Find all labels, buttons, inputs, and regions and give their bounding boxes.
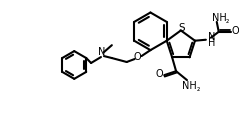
Text: O: O — [232, 26, 239, 36]
Text: H: H — [208, 38, 215, 48]
Text: S: S — [179, 23, 185, 33]
Text: NH: NH — [212, 13, 227, 23]
Text: N: N — [208, 32, 215, 42]
Text: O: O — [134, 52, 141, 62]
Text: N: N — [98, 47, 106, 57]
Text: NH: NH — [182, 81, 196, 91]
Text: ₂: ₂ — [196, 84, 200, 93]
Text: ₂: ₂ — [226, 16, 229, 25]
Text: O: O — [155, 69, 163, 79]
